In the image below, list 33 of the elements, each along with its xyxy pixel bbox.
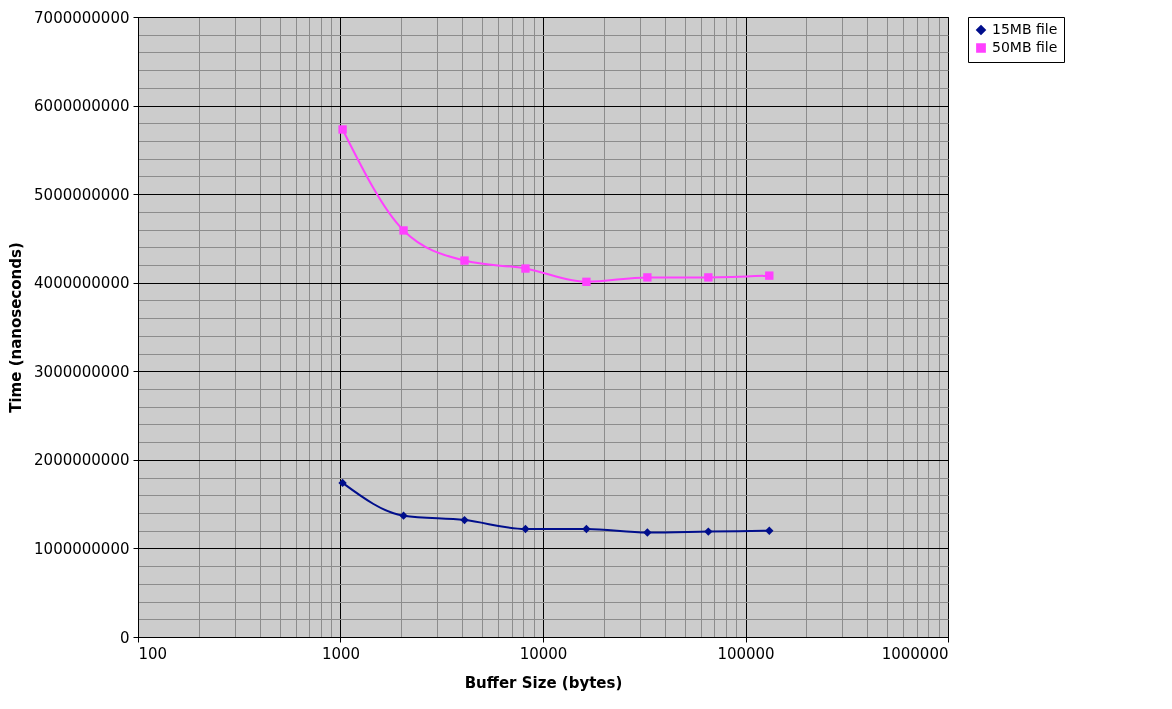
point: [643, 528, 652, 537]
point: [399, 511, 408, 520]
y-tick-label: 4000000000: [34, 274, 130, 293]
point: [460, 515, 469, 525]
point: [582, 277, 591, 287]
point: [704, 273, 713, 282]
y-tick-label: 1000000000: [34, 539, 130, 558]
x-tick-label: 1000: [321, 644, 361, 663]
y-tick-label: 6000000000: [34, 97, 130, 116]
point: [460, 256, 469, 265]
point: [704, 527, 713, 536]
point: [521, 524, 530, 534]
legend-label: 15MB file: [992, 21, 1058, 37]
point: [765, 526, 774, 535]
y-tick-label: 2000000000: [34, 451, 130, 470]
point: [338, 478, 347, 488]
point: [521, 264, 530, 273]
x-tick-label: 1000000: [881, 644, 949, 663]
point: [338, 125, 347, 134]
legend-label: 50MB file: [992, 39, 1058, 55]
y-tick-label: 5000000000: [34, 185, 130, 204]
x-tick-label: 10000: [519, 644, 568, 663]
y-axis-title: Time (nanoseconds): [7, 242, 26, 413]
x-tick-label: 100000: [717, 644, 775, 663]
point: [582, 524, 591, 534]
point: [765, 271, 774, 280]
y-tick-label: 3000000000: [34, 362, 130, 381]
x-tick-label: 100: [138, 644, 168, 663]
point: [399, 226, 408, 235]
point: [643, 273, 652, 282]
y-tick-label: 0: [119, 628, 130, 647]
x-axis-title: Buffer Size (bytes): [464, 673, 623, 692]
y-tick-label: 7000000000: [34, 8, 130, 27]
